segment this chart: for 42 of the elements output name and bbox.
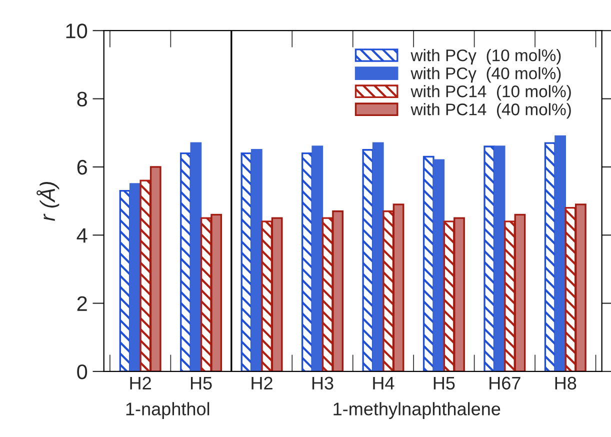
x-tick-label: H5 (434, 376, 455, 390)
bar (392, 204, 404, 372)
y-tick-label: 10 (66, 24, 88, 38)
bar (514, 214, 526, 372)
legend-label: with PC14 (40 mol%) (410, 103, 571, 119)
bar (494, 146, 506, 372)
bar (210, 214, 222, 372)
y-tick-label: 4 (76, 228, 88, 243)
x-tick-label: H5 (190, 376, 212, 390)
x-tick-label: H2 (252, 376, 272, 390)
bar (250, 149, 262, 372)
y-tick-label: 2 (77, 296, 87, 311)
y-tick-label: 6 (77, 160, 87, 175)
y-tick-label: 0 (77, 364, 88, 380)
bar (484, 146, 496, 372)
bar (575, 204, 586, 372)
x-tick-label: H4 (373, 376, 394, 390)
legend-label: with PCγ (40 mol%) (410, 67, 561, 83)
bar (140, 180, 152, 372)
text: 1-naphthol (126, 402, 210, 419)
y-tick-label: 8 (77, 92, 87, 107)
bar (372, 142, 384, 372)
bar (362, 149, 374, 372)
bar (271, 217, 283, 372)
bar (433, 159, 445, 372)
y-axis-title: r (Å) (36, 182, 60, 221)
x-tick-label: H8 (555, 376, 576, 390)
text: 1-methylnaphthalene (334, 402, 500, 419)
x-tick-label: H2 (130, 376, 151, 390)
bar (504, 220, 516, 372)
bar (454, 217, 465, 372)
bar (190, 142, 202, 372)
bar (261, 220, 273, 372)
legend-label: with PC14 (10 mol%) (410, 85, 571, 101)
bar (312, 146, 324, 372)
bar (332, 210, 344, 372)
bar (382, 210, 394, 372)
x-tick-label: H67 (490, 376, 520, 390)
legend-label: with PCγ (10 mol%) (410, 49, 561, 65)
bar (150, 166, 162, 372)
bar (554, 135, 566, 372)
x-tick-label: H3 (312, 376, 334, 390)
